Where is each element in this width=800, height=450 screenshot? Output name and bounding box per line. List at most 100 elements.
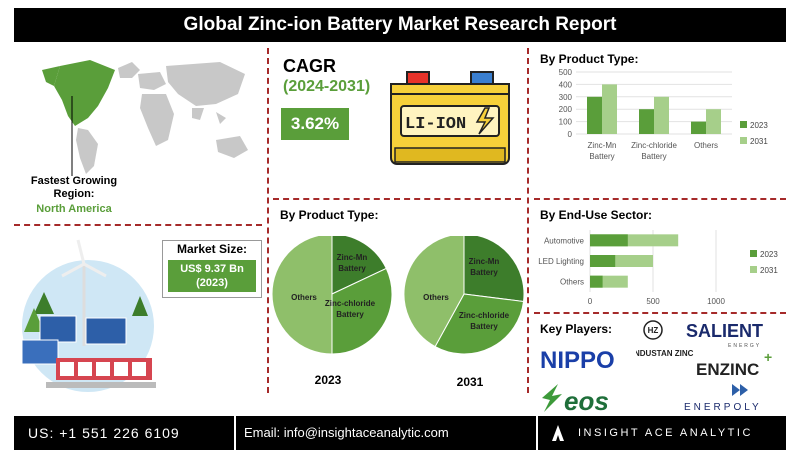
- market-size-year: (2023): [196, 277, 228, 289]
- divider-h1: [14, 224, 262, 226]
- enduse-legend-2031: 2031: [760, 266, 778, 275]
- logo-hindustan-zinc: HINDUSTAN ZINC: [636, 349, 694, 358]
- x-tick-label: 0: [588, 297, 593, 306]
- insightace-logo-icon: [552, 425, 564, 441]
- divider-right: [527, 48, 529, 393]
- bar-2031: [602, 84, 617, 134]
- y-tick-label: LED Lighting: [538, 257, 584, 266]
- logo-enzinc: ENZINC: [696, 360, 759, 379]
- x-tick-label: Battery: [641, 152, 666, 161]
- battery-text: LI-ION: [405, 115, 466, 134]
- pie-label: Zinc-chloride: [459, 311, 510, 320]
- pie-slice: [403, 236, 465, 348]
- y-tick-label: 400: [559, 80, 573, 89]
- bar-2023: [590, 234, 628, 247]
- pie-label: Battery: [470, 322, 498, 331]
- x-tick-label: Zinc-chloride: [631, 141, 677, 150]
- cagr-period: (2024-2031): [283, 78, 371, 95]
- bar-2023: [691, 121, 706, 134]
- legend-2023-swatch: [740, 121, 747, 128]
- pie-slice: [463, 236, 525, 303]
- x-tick-label: Zinc-Mn: [588, 141, 617, 150]
- pie-section-title: By Product Type:: [280, 208, 379, 222]
- logo-enerpoly: ENERPOLY: [684, 402, 762, 413]
- enduse-bar-chart: Automotive LED Lighting Others 0 500 1000 20…: [538, 230, 778, 306]
- product-bar-chart: 0 100 200 300 400 500 Zinc-Mn Battery Zinc-chlo…: [559, 68, 769, 161]
- plus-icon: +: [764, 349, 772, 365]
- pie-charts: Zinc-Mn Battery Zinc-chloride Battery Others…: [271, 236, 525, 389]
- divider-left: [267, 48, 269, 393]
- page-title: Global Zinc-ion Battery Market Research …: [14, 8, 786, 42]
- divider-h3: [534, 198, 786, 200]
- x-tick-label: Battery: [589, 152, 614, 161]
- pie-label: Others: [423, 293, 449, 302]
- market-size-box: [162, 240, 262, 298]
- y-tick-label: Automotive: [544, 236, 585, 245]
- product-bar-title: By Product Type:: [540, 52, 639, 66]
- pie-slice: [271, 236, 333, 355]
- pie-label: Zinc-Mn: [469, 257, 500, 266]
- footer-email[interactable]: Email: info@insightaceanalytic.com: [236, 416, 536, 450]
- enduse-title: By End-Use Sector:: [540, 208, 653, 222]
- pie-slice: [331, 267, 393, 355]
- hindustan-zinc-icon: [643, 320, 663, 340]
- pie-label: Zinc-chloride: [325, 299, 376, 308]
- enduse-legend-2023: 2023: [760, 250, 778, 259]
- divider-h2: [273, 198, 521, 200]
- market-size-label: Market Size:: [176, 242, 248, 256]
- y-tick-label: Others: [560, 278, 584, 287]
- pie-2031: Zinc-Mn Battery Zinc-chloride Battery Others: [403, 236, 525, 355]
- eos-icon: [542, 384, 562, 412]
- y-tick-label: 300: [559, 93, 573, 102]
- bar-2023: [587, 96, 602, 134]
- y-tick-label: 200: [559, 105, 573, 114]
- logo-salient: SALIENT: [686, 321, 763, 341]
- pie-label: Others: [291, 293, 317, 302]
- world-map: [42, 60, 248, 176]
- market-size-value-box: US$ 9.37 Bn (2023): [168, 260, 256, 292]
- bar-2031: [706, 109, 721, 134]
- region-value: North America: [36, 203, 112, 215]
- x-tick-label: 1000: [707, 297, 725, 306]
- footer-brand: INSIGHT ACE ANALYTIC: [578, 427, 753, 439]
- bar-2031: [654, 96, 669, 134]
- pie-2023-year: 2023: [315, 373, 342, 387]
- bar-2023: [639, 109, 654, 134]
- key-players-logos: HZ HINDUSTAN ZINC SALIENT ENERGY ENZINC …: [636, 320, 772, 413]
- pie-label: Battery: [336, 310, 364, 319]
- svg-text:HZ: HZ: [648, 326, 659, 335]
- enduse-legend-2023-swatch: [750, 250, 757, 257]
- pie-label: Zinc-Mn: [337, 253, 368, 262]
- pie-slice: [434, 293, 525, 355]
- cagr-label: CAGR: [283, 56, 336, 76]
- key-players-title: Key Players:: [540, 322, 613, 336]
- enduse-legend-2031-swatch: [750, 266, 757, 273]
- y-tick-label: 500: [559, 68, 573, 77]
- pie-2031-year: 2031: [457, 375, 484, 389]
- renewable-energy-illustration: [21, 239, 156, 392]
- footer-phone[interactable]: US: +1 551 226 6109: [14, 416, 234, 450]
- logo-nippo: NIPPO: [540, 347, 615, 374]
- logo-eos: eos: [564, 386, 609, 414]
- legend-2023: 2023: [750, 121, 768, 130]
- pie-2023: Zinc-Mn Battery Zinc-chloride Battery Others: [271, 236, 393, 355]
- battery-icon: LI-ION: [390, 71, 510, 165]
- enerpoly-icon: [732, 384, 748, 396]
- pie-label: Battery: [470, 268, 498, 277]
- logo-salient-energy: ENERGY: [728, 343, 761, 349]
- pie-label: Battery: [338, 264, 366, 273]
- legend-2031-swatch: [740, 137, 747, 144]
- region-label: Fastest Growing Region:: [30, 175, 118, 200]
- market-size-value: US$ 9.37 Bn: [180, 263, 244, 275]
- bar-2023: [590, 275, 603, 288]
- x-tick-label: Others: [694, 141, 718, 150]
- divider-h4: [534, 312, 786, 314]
- y-tick-label: 100: [559, 118, 573, 127]
- bar-2023: [590, 255, 616, 267]
- pie-slice: [331, 236, 387, 295]
- x-tick-label: 500: [646, 297, 660, 306]
- key-players-logos-left: NIPPO eos: [540, 347, 615, 414]
- footer-brand-box: INSIGHT ACE ANALYTIC: [538, 416, 786, 450]
- legend-2031: 2031: [750, 137, 768, 146]
- cagr-value: 3.62%: [281, 108, 349, 140]
